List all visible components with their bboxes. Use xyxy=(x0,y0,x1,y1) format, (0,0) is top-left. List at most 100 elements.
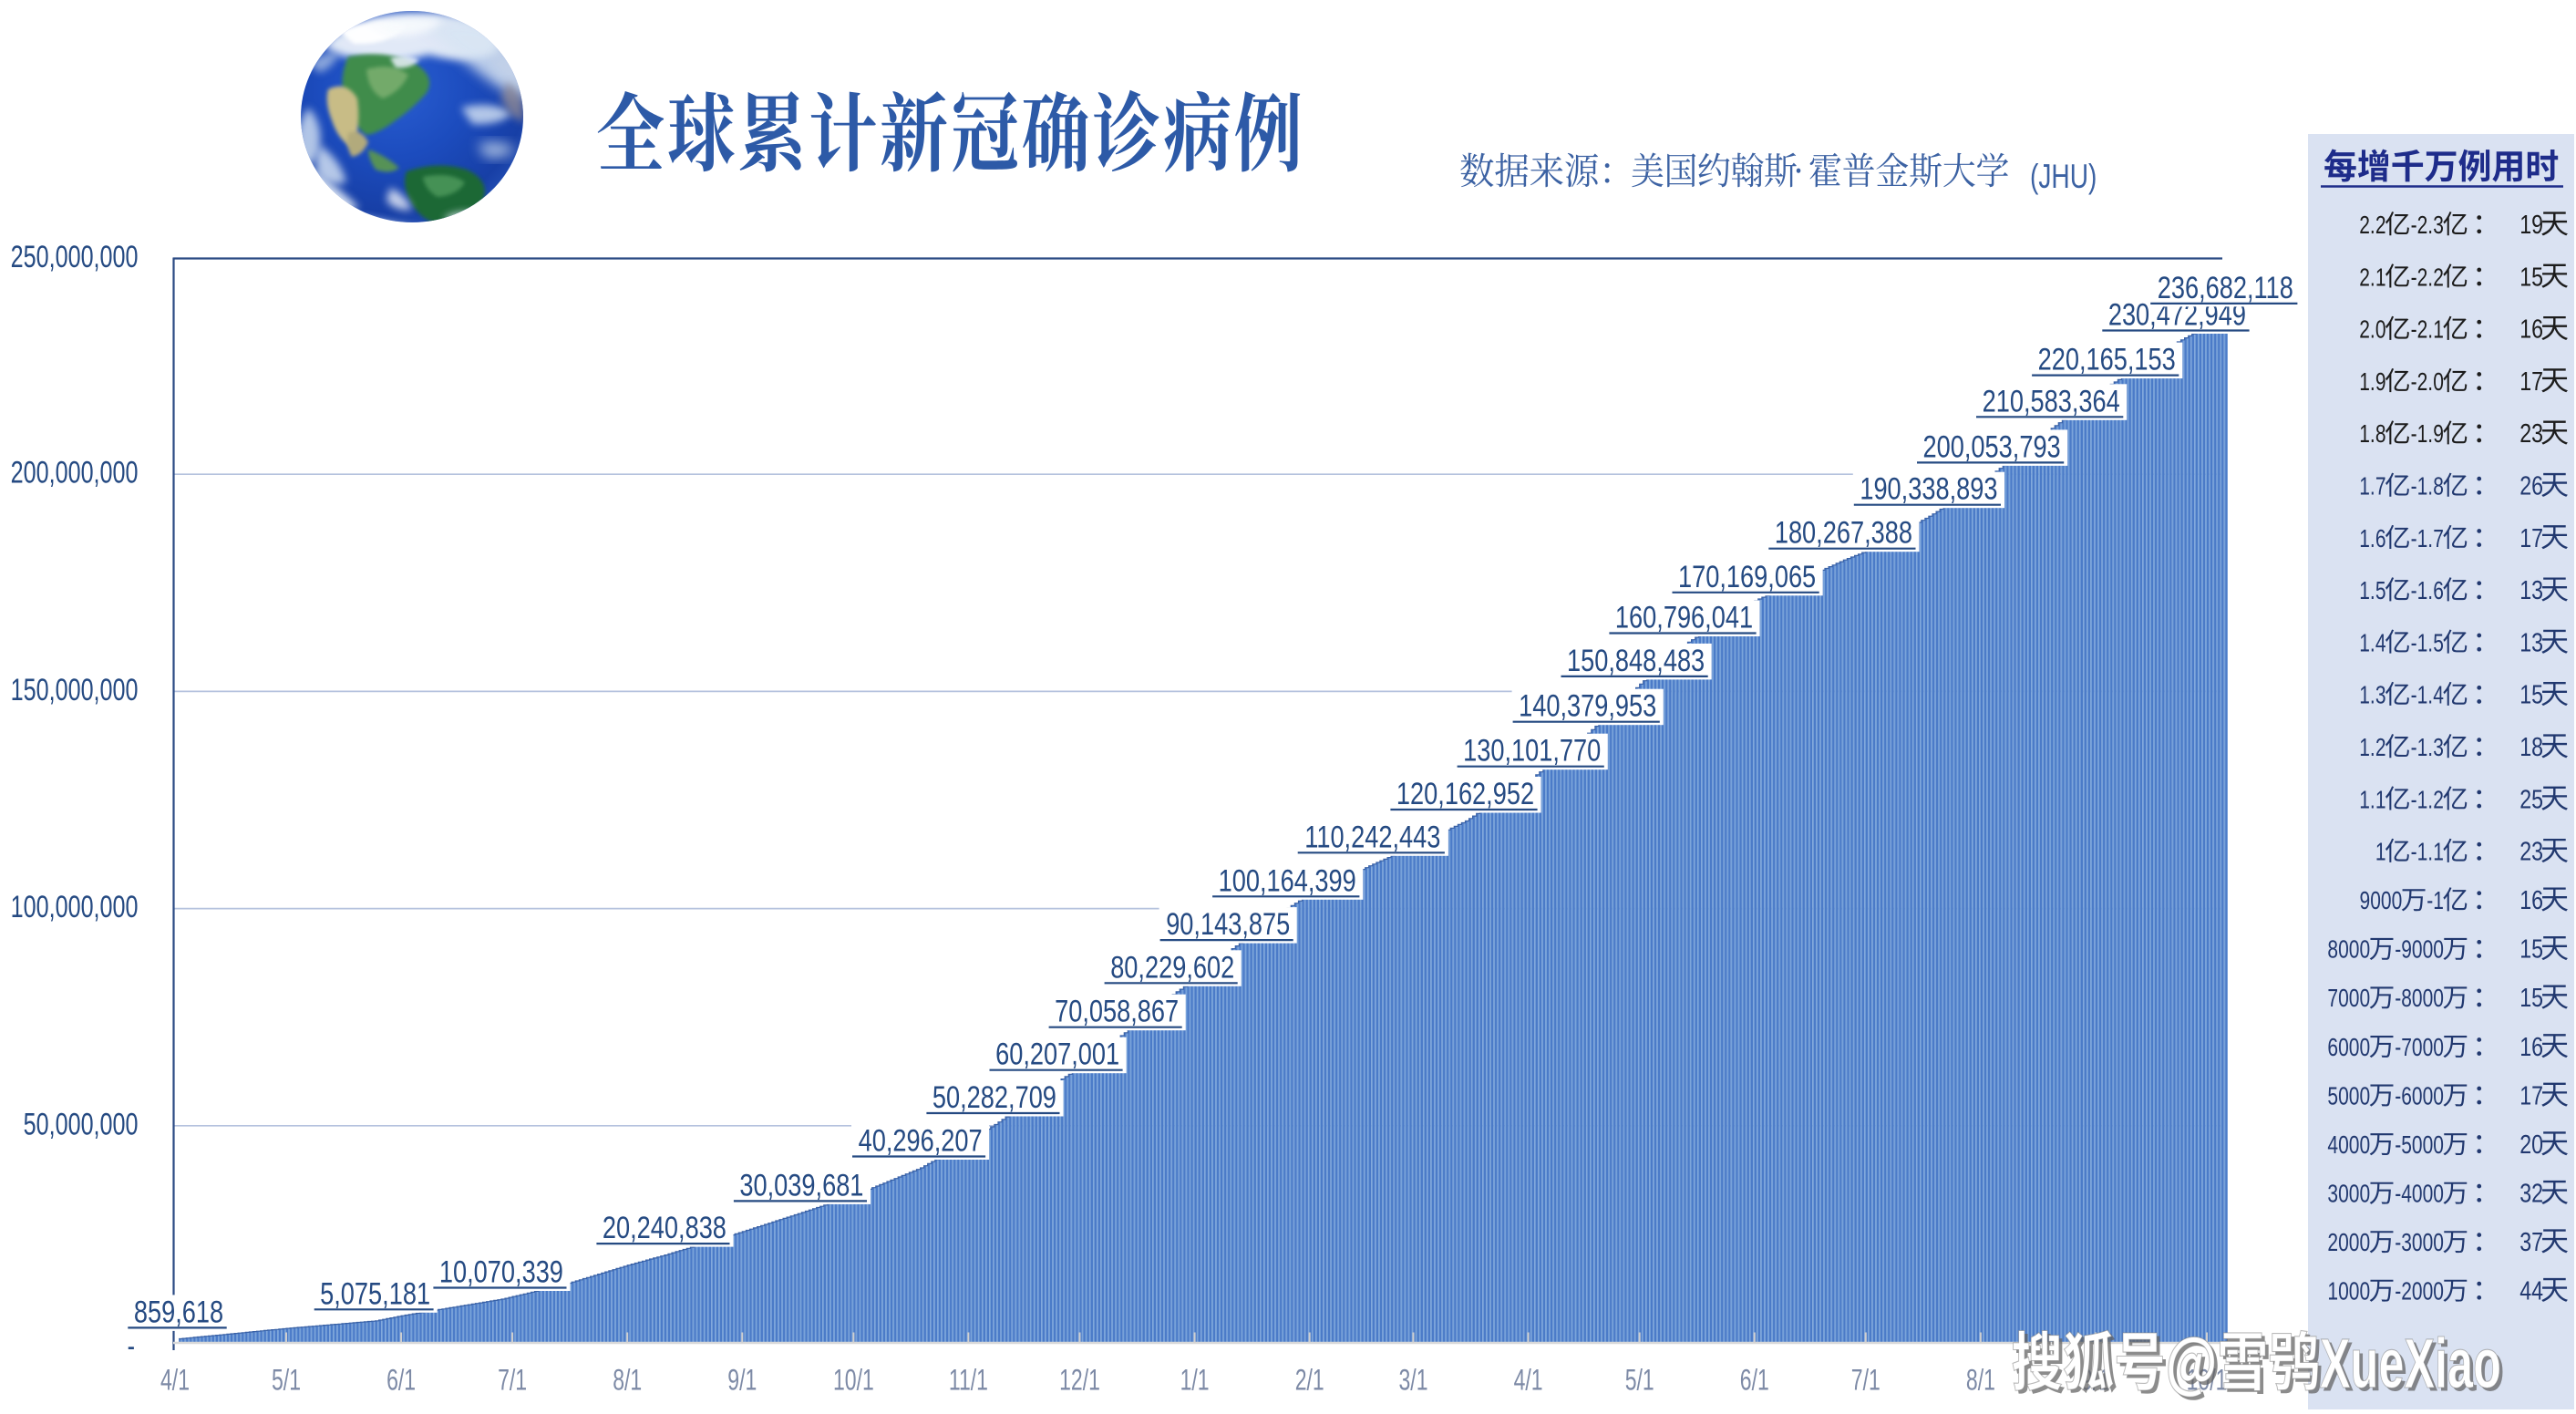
svg-text:9: 9 xyxy=(2360,887,2371,915)
svg-text:23: 23 xyxy=(2519,418,2543,449)
svg-text:15: 15 xyxy=(2519,934,2543,964)
svg-text:1: 1 xyxy=(2359,734,2370,762)
svg-text:37: 37 xyxy=(2519,1226,2543,1256)
svg-text:1: 1 xyxy=(2359,368,2370,397)
svg-text:9: 9 xyxy=(2433,420,2444,449)
svg-text:70,058,867: 70,058,867 xyxy=(1055,994,1179,1029)
svg-text:15: 15 xyxy=(2519,983,2543,1013)
svg-text:20,240,838: 20,240,838 xyxy=(603,1210,726,1245)
svg-text:7/1: 7/1 xyxy=(1851,1364,1880,1397)
svg-text:.: . xyxy=(2370,212,2375,240)
svg-text:1: 1 xyxy=(2417,525,2428,553)
svg-text:20: 20 xyxy=(2519,1129,2543,1159)
svg-text:13: 13 xyxy=(2519,627,2543,657)
svg-text:5/1: 5/1 xyxy=(1625,1364,1654,1397)
svg-text:1: 1 xyxy=(2417,420,2428,449)
svg-text:-: - xyxy=(2411,787,2417,815)
svg-text:2/1: 2/1 xyxy=(1295,1364,1324,1397)
svg-text:0: 0 xyxy=(2360,936,2371,965)
svg-text:1: 1 xyxy=(2375,787,2386,815)
svg-text:.: . xyxy=(2427,682,2433,710)
svg-text:18: 18 xyxy=(2519,731,2543,761)
svg-text:80,229,602: 80,229,602 xyxy=(1110,949,1234,985)
svg-text:6/1: 6/1 xyxy=(1740,1364,1769,1397)
svg-text:1: 1 xyxy=(2359,577,2370,605)
svg-text:0: 0 xyxy=(2412,1131,2423,1160)
svg-text:XueXiao: XueXiao xyxy=(2320,1324,2501,1402)
svg-text:.: . xyxy=(2427,264,2433,293)
svg-text:26: 26 xyxy=(2519,470,2543,501)
svg-text:236,682,118: 236,682,118 xyxy=(2158,270,2293,305)
svg-text:0: 0 xyxy=(2338,1131,2349,1160)
svg-text:1: 1 xyxy=(2417,734,2428,762)
svg-text:859,618: 859,618 xyxy=(134,1294,223,1329)
svg-text:0: 0 xyxy=(2375,316,2386,345)
svg-text:-: - xyxy=(2411,577,2417,605)
svg-text:-: - xyxy=(2411,368,2417,397)
svg-text:0: 0 xyxy=(2433,1034,2444,1062)
svg-text:4: 4 xyxy=(2433,682,2444,710)
svg-text:-: - xyxy=(2411,682,2417,710)
svg-text:0: 0 xyxy=(2412,985,2423,1013)
svg-text:.: . xyxy=(2370,682,2375,710)
svg-text:0: 0 xyxy=(2349,1229,2360,1257)
svg-text:-: - xyxy=(2427,887,2433,915)
svg-text:.: . xyxy=(2370,734,2375,762)
svg-text:0: 0 xyxy=(2412,1034,2423,1062)
svg-text:-: - xyxy=(2411,473,2417,501)
svg-text:170,169,065: 170,169,065 xyxy=(1678,559,1816,594)
svg-text:-: - xyxy=(2395,1229,2401,1257)
svg-text:0: 0 xyxy=(2360,1083,2371,1111)
svg-text:9: 9 xyxy=(2401,936,2412,965)
svg-text:.: . xyxy=(2370,525,2375,553)
svg-text:7: 7 xyxy=(2433,525,2444,553)
svg-text:19: 19 xyxy=(2519,209,2543,239)
svg-text:4: 4 xyxy=(2375,630,2386,658)
svg-text:-: - xyxy=(2395,985,2401,1013)
svg-text:5,075,181: 5,075,181 xyxy=(320,1275,430,1311)
svg-text:17: 17 xyxy=(2519,522,2543,552)
svg-text:8: 8 xyxy=(2375,420,2386,449)
svg-text:-: - xyxy=(2411,212,2417,240)
svg-text:2: 2 xyxy=(2375,734,2386,762)
svg-text:.: . xyxy=(2370,630,2375,658)
svg-text:1: 1 xyxy=(2417,682,2428,710)
svg-text:4: 4 xyxy=(2401,1181,2412,1209)
svg-text:0: 0 xyxy=(2423,1229,2434,1257)
svg-text:23: 23 xyxy=(2519,836,2543,866)
svg-text:.: . xyxy=(2427,316,2433,345)
svg-text:130,101,770: 130,101,770 xyxy=(1463,733,1601,769)
svg-text:16: 16 xyxy=(2519,885,2543,915)
svg-text:.: . xyxy=(2427,787,2433,815)
svg-text:-: - xyxy=(2411,630,2417,658)
svg-text:60,207,001: 60,207,001 xyxy=(995,1037,1119,1072)
svg-text:.: . xyxy=(2427,420,2433,449)
svg-text:0: 0 xyxy=(2349,1278,2360,1306)
svg-text:0: 0 xyxy=(2338,1229,2349,1257)
svg-text:0: 0 xyxy=(2381,887,2392,915)
svg-text:0: 0 xyxy=(2412,1229,2423,1257)
svg-text:0: 0 xyxy=(2423,1083,2434,1111)
svg-text:11/1: 11/1 xyxy=(949,1364,988,1397)
svg-text:8: 8 xyxy=(2327,936,2338,965)
svg-text:200,000,000: 200,000,000 xyxy=(11,456,139,490)
svg-text:.: . xyxy=(2427,839,2433,867)
svg-text:1: 1 xyxy=(2417,577,2428,605)
svg-text:0: 0 xyxy=(2433,1083,2444,1111)
svg-text:5/1: 5/1 xyxy=(272,1364,301,1397)
svg-text:6: 6 xyxy=(2327,1034,2338,1062)
svg-text:10/1: 10/1 xyxy=(833,1364,874,1397)
svg-text:180,267,388: 180,267,388 xyxy=(1775,515,1912,551)
svg-text:1: 1 xyxy=(2359,525,2370,553)
svg-text:200,053,793: 200,053,793 xyxy=(1923,428,2061,464)
svg-text:0: 0 xyxy=(2349,1181,2360,1209)
svg-text:4/1: 4/1 xyxy=(1514,1364,1543,1397)
svg-text:-: - xyxy=(128,1329,135,1364)
svg-text:0: 0 xyxy=(2433,1131,2444,1160)
svg-text:-: - xyxy=(2395,1278,2401,1306)
svg-text:2: 2 xyxy=(2433,264,2444,293)
svg-text:.: . xyxy=(2370,368,2375,397)
svg-text:-: - xyxy=(2411,839,2417,867)
svg-text:1: 1 xyxy=(2433,839,2444,867)
svg-text:0: 0 xyxy=(2412,1278,2423,1306)
